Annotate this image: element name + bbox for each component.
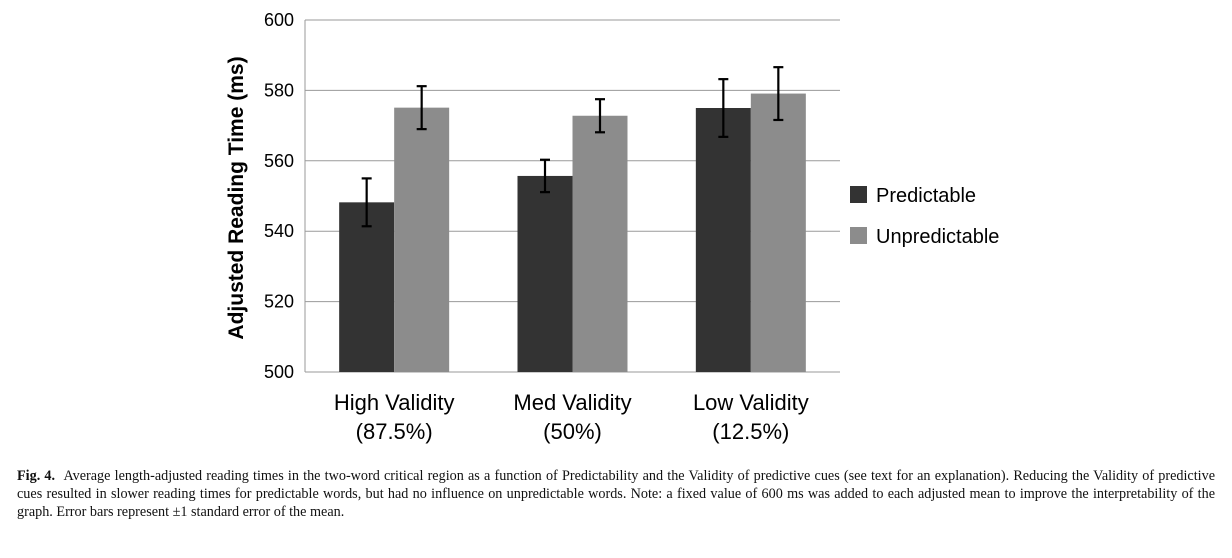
legend-label-unpredictable: Unpredictable xyxy=(876,226,999,248)
bar-unpredictable xyxy=(394,107,450,372)
x-category-label: Low Validity xyxy=(693,390,809,415)
legend: Predictable Unpredictable xyxy=(850,185,999,248)
legend-swatch-unpredictable xyxy=(850,227,867,244)
y-tick-label: 540 xyxy=(264,221,294,241)
x-category-labels: High Validity (87.5%) Med Validity (50%) Low… xyxy=(334,390,809,444)
y-axis-title: Adjusted Reading Time (ms) xyxy=(225,56,248,339)
bar-predictable xyxy=(339,202,395,372)
y-tick-label: 560 xyxy=(264,151,294,171)
legend-label-predictable: Predictable xyxy=(876,185,976,207)
bar-predictable xyxy=(517,175,573,372)
caption-text: Average length-adjusted reading times in… xyxy=(17,468,1215,520)
error-bars xyxy=(361,66,784,228)
y-tick-label: 520 xyxy=(264,292,294,312)
x-category-label: Med Validity xyxy=(513,390,631,415)
x-category-label: (87.5%) xyxy=(356,419,433,444)
bar-unpredictable xyxy=(750,93,806,373)
x-category-label: (12.5%) xyxy=(712,419,789,444)
x-category-label: (50%) xyxy=(543,419,602,444)
bar-unpredictable xyxy=(572,115,628,372)
y-tick-label: 580 xyxy=(264,80,294,100)
y-tick-labels: 500 520 540 560 580 600 xyxy=(264,10,294,382)
figure-caption: Fig. 4. Average length-adjusted reading … xyxy=(17,467,1215,521)
y-tick-label: 500 xyxy=(264,362,294,382)
caption-label: Fig. 4. xyxy=(17,468,56,484)
x-category-label: High Validity xyxy=(334,390,455,415)
legend-swatch-predictable xyxy=(850,186,867,203)
bar-predictable xyxy=(695,108,751,372)
y-tick-label: 600 xyxy=(264,10,294,30)
bar-chart: 500 520 540 560 580 600 High Validity (87.5%) M… xyxy=(225,10,999,444)
bars xyxy=(339,93,806,373)
